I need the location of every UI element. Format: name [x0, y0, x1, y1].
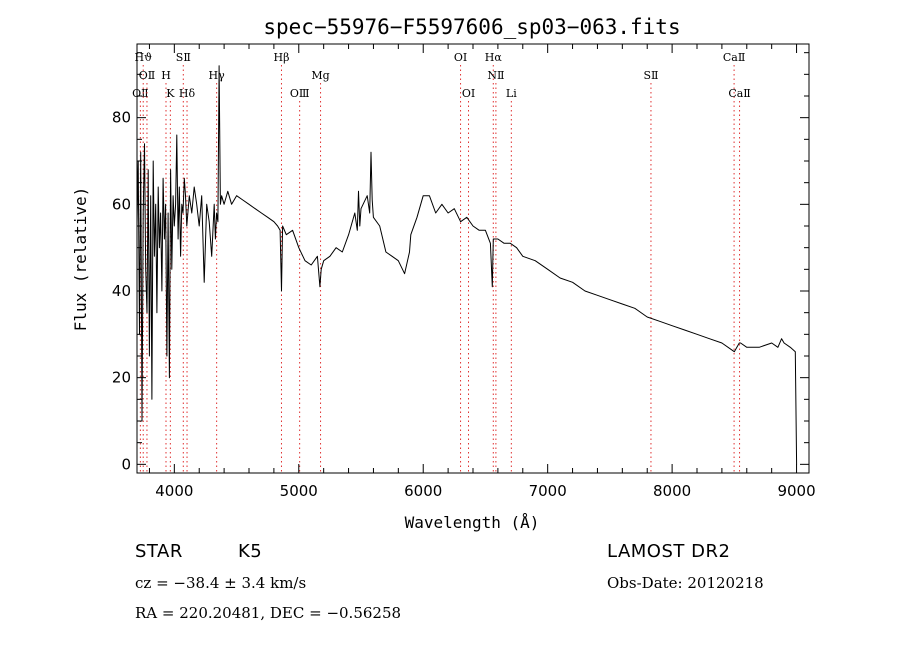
line-marker-label: SⅡ — [643, 69, 658, 82]
y-axis-label: Flux (relative) — [71, 187, 90, 332]
line-marker-label: Hβ — [274, 51, 290, 64]
y-tick-label: 60 — [112, 195, 131, 213]
line-marker-label: Hα — [485, 51, 503, 64]
y-tick-label: 80 — [112, 109, 131, 127]
line-marker-label: OⅠ — [462, 87, 475, 100]
x-tick-label: 6000 — [404, 482, 442, 500]
survey-label: LAMOST DR2 — [607, 541, 731, 562]
x-tick-label: 4000 — [155, 482, 193, 500]
line-marker-label: Hϑ — [134, 51, 152, 64]
x-tick-label: 7000 — [529, 482, 567, 500]
line-marker-label: Mg — [311, 69, 329, 82]
y-tick-label: 0 — [121, 455, 131, 473]
line-marker-label: OⅡ — [139, 69, 156, 82]
line-marker-label: CaⅡ — [728, 87, 750, 100]
line-marker-label: NⅡ — [487, 69, 504, 82]
class-label: STAR — [135, 541, 183, 562]
line-marker-label: Hδ — [179, 87, 196, 100]
line-marker-label: K — [166, 87, 175, 100]
redshift-text: cz = −38.4 ± 3.4 km/s — [135, 574, 307, 592]
x-tick-label: 5000 — [280, 482, 318, 500]
axis-ticks: 4000 5000 6000 7000 8000 9000 0 20 40 60 80 — [112, 44, 816, 500]
plot-frame — [136, 43, 810, 474]
line-marker-label: Hγ — [209, 69, 226, 82]
x-tick-label: 9000 — [777, 482, 815, 500]
line-marker-label: CaⅡ — [723, 51, 745, 64]
spectrum-line — [136, 65, 798, 465]
line-marker-label: OⅠ — [454, 51, 467, 64]
line-marker-label: OⅡ — [132, 87, 149, 100]
line-marker-label: Li — [506, 87, 517, 100]
obs-date-text: Obs-Date: 20120218 — [607, 574, 764, 592]
coordinates-text: RA = 220.20481, DEC = −0.56258 — [135, 604, 402, 622]
x-tick-label: 8000 — [653, 482, 691, 500]
y-tick-label: 40 — [112, 282, 131, 300]
line-marker-label: OⅢ — [290, 87, 310, 100]
subclass-label: K5 — [238, 541, 263, 562]
line-marker-label: SⅡ — [176, 51, 191, 64]
chart-title: spec−55976−F5597606_sp03−063.fits — [263, 15, 680, 39]
line-marker-label: H — [161, 69, 171, 82]
x-axis-label: Wavelength (Å) — [405, 513, 540, 532]
y-tick-label: 20 — [112, 369, 131, 387]
